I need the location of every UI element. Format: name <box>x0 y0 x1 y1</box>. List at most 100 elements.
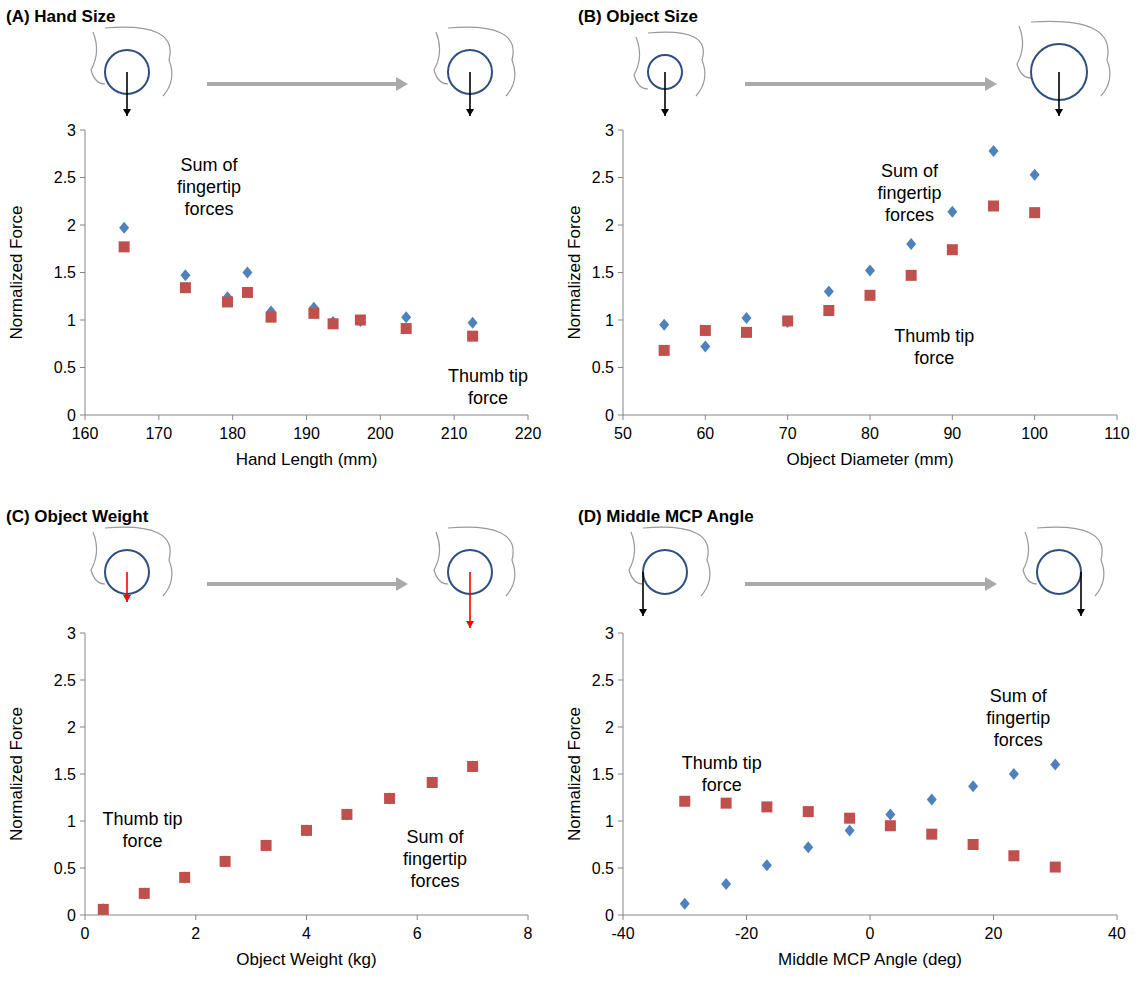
force-arrowhead <box>123 595 131 602</box>
y-tick-label: 0 <box>605 907 614 924</box>
x-tick <box>1117 415 1118 420</box>
y-tick <box>80 367 85 368</box>
x-axis-title: Middle MCP Angle (deg) <box>778 950 962 969</box>
diamond-point <box>119 222 129 234</box>
annotation-line: forces <box>185 199 234 219</box>
square-point <box>427 777 438 788</box>
x-tick-label: 200 <box>367 425 394 442</box>
annotation-line: forces <box>410 871 459 891</box>
y-tick-label: 0.5 <box>54 860 76 877</box>
plot-marks <box>98 760 478 915</box>
series <box>680 759 1061 910</box>
y-tick-label: 1.5 <box>54 264 76 281</box>
x-tick <box>993 915 994 920</box>
diamond-point <box>355 315 365 327</box>
square-point <box>947 244 958 255</box>
y-tick-label: 2.5 <box>54 169 76 186</box>
x-tick <box>787 415 788 420</box>
plot-marks <box>679 759 1061 910</box>
x-tick-label: 210 <box>441 425 468 442</box>
square-point <box>467 761 478 772</box>
y-tick-label: 3 <box>605 122 614 139</box>
diamond-point <box>302 824 312 836</box>
panel: (A) Hand Size00.511.522.5316017018019020… <box>6 7 541 469</box>
force-arrowhead <box>1055 109 1063 116</box>
x-tick-label: 110 <box>1104 425 1130 442</box>
series-annotation: Sum offingertipforces <box>177 155 241 219</box>
y-tick <box>80 821 85 822</box>
series <box>679 796 1061 873</box>
series-annotation: Thumb tipforce <box>894 326 974 368</box>
diamond-point <box>261 839 271 851</box>
hand-outline <box>434 527 515 596</box>
series <box>98 761 478 915</box>
diamond-point <box>1050 759 1060 771</box>
progression-arrowhead <box>985 577 997 591</box>
square-point <box>700 325 711 336</box>
y-tick <box>618 868 623 869</box>
annotation-line: force <box>914 348 954 368</box>
plot-marks <box>119 222 478 342</box>
annotation-line: Thumb tip <box>448 366 528 386</box>
diamond-point <box>680 898 690 910</box>
square-point <box>906 270 917 281</box>
square-point <box>355 315 366 326</box>
series-annotation: Sum offingertipforces <box>877 161 941 225</box>
progression-arrow <box>207 582 398 586</box>
y-tick-label: 2.5 <box>592 169 614 186</box>
y-tick <box>80 633 85 634</box>
series <box>119 222 477 329</box>
square-point <box>679 796 690 807</box>
panel-title: (A) Hand Size <box>6 7 116 26</box>
x-tick <box>623 915 624 920</box>
x-tick-label: 0 <box>81 925 90 942</box>
annotation-line: Sum of <box>881 161 939 181</box>
hand-outline <box>634 32 705 96</box>
y-tick <box>618 177 623 178</box>
y-axis-title: Normalized Force <box>565 205 584 339</box>
annotation-line: fingertip <box>403 849 467 869</box>
panel-title: (C) Object Weight <box>6 507 149 526</box>
x-tick <box>1034 415 1035 420</box>
diamond-point <box>401 311 411 323</box>
square-point <box>341 809 352 820</box>
annotation-line: force <box>123 831 163 851</box>
x-tick-label: 60 <box>696 425 714 442</box>
diamond-point <box>180 269 190 281</box>
hand-outline <box>629 527 710 596</box>
progression-arrowhead <box>985 77 997 91</box>
series-annotation: Sum offingertipforces <box>986 686 1050 750</box>
annotation-line: force <box>702 775 742 795</box>
x-tick <box>158 415 159 420</box>
diamond-point <box>803 841 813 853</box>
x-tick <box>746 915 747 920</box>
x-tick-label: 8 <box>524 925 533 942</box>
series-annotation: Sum offingertipforces <box>403 827 467 891</box>
diamond-point <box>947 206 957 218</box>
force-arrowhead <box>661 109 669 116</box>
x-tick <box>705 415 706 420</box>
y-tick <box>80 130 85 131</box>
x-tick <box>85 915 86 920</box>
force-arrowhead <box>1077 609 1085 616</box>
diamond-point <box>742 312 752 324</box>
annotation-line: force <box>468 388 508 408</box>
square-point <box>220 856 231 867</box>
progression-arrow <box>745 82 987 86</box>
y-tick <box>80 272 85 273</box>
diamond-point <box>783 316 793 328</box>
square-point <box>721 798 732 809</box>
square-point <box>301 825 312 836</box>
y-axis-title: Normalized Force <box>7 707 26 841</box>
annotation-line: forces <box>994 730 1043 750</box>
annotation-line: forces <box>885 205 934 225</box>
diamond-point <box>427 776 437 788</box>
square-point <box>242 287 253 298</box>
panel: (C) Object Weight00.511.522.5302468Objec… <box>6 507 533 969</box>
y-tick-label: 0 <box>67 407 76 424</box>
x-tick-label: 70 <box>779 425 797 442</box>
series-annotation: Thumb tipforce <box>103 809 183 851</box>
y-tick <box>618 225 623 226</box>
y-tick <box>80 727 85 728</box>
y-tick <box>80 415 85 416</box>
